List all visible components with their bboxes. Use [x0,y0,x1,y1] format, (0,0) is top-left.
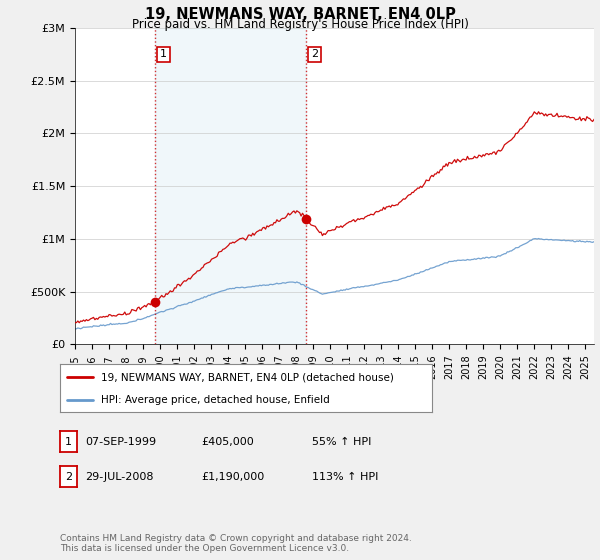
Text: 2: 2 [311,49,319,59]
Text: 19, NEWMANS WAY, BARNET, EN4 0LP: 19, NEWMANS WAY, BARNET, EN4 0LP [145,7,455,22]
Text: 1: 1 [160,49,167,59]
Text: 2: 2 [65,472,72,482]
Text: 113% ↑ HPI: 113% ↑ HPI [312,472,379,482]
Text: 19, NEWMANS WAY, BARNET, EN4 0LP (detached house): 19, NEWMANS WAY, BARNET, EN4 0LP (detach… [101,372,394,382]
Text: Price paid vs. HM Land Registry's House Price Index (HPI): Price paid vs. HM Land Registry's House … [131,18,469,31]
Text: 55% ↑ HPI: 55% ↑ HPI [312,437,371,447]
Text: £405,000: £405,000 [201,437,254,447]
Text: HPI: Average price, detached house, Enfield: HPI: Average price, detached house, Enfi… [101,395,329,405]
Text: 07-SEP-1999: 07-SEP-1999 [85,437,157,447]
Text: 29-JUL-2008: 29-JUL-2008 [85,472,154,482]
Text: £1,190,000: £1,190,000 [201,472,264,482]
Bar [155,28,306,344]
Text: Contains HM Land Registry data © Crown copyright and database right 2024.
This d: Contains HM Land Registry data © Crown c… [60,534,412,553]
Text: 1: 1 [65,437,72,447]
